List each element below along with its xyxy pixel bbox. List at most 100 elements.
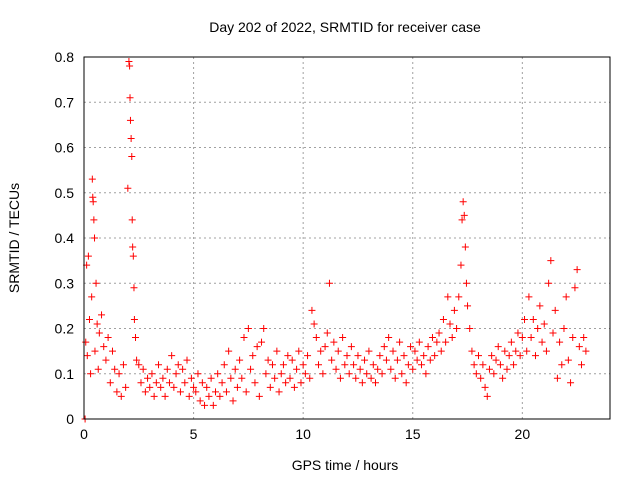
data-point — [214, 370, 222, 378]
data-point — [93, 320, 101, 328]
data-point — [343, 352, 351, 360]
data-point — [128, 216, 136, 224]
data-point — [293, 365, 301, 373]
data-point — [310, 320, 318, 328]
data-point — [361, 356, 369, 364]
data-point — [192, 388, 200, 396]
data-point — [531, 352, 539, 360]
y-tick-label: 0.1 — [55, 366, 75, 382]
plot-frame — [83, 56, 611, 420]
y-tick-label: 0.8 — [55, 49, 75, 65]
y-tick-label: 0 — [66, 411, 74, 427]
data-point — [222, 388, 230, 396]
data-point — [159, 374, 167, 382]
data-point — [396, 338, 404, 346]
data-point — [549, 329, 557, 337]
data-point — [83, 352, 91, 360]
data-point — [124, 184, 132, 192]
data-point — [312, 334, 320, 342]
y-tick-label: 0.2 — [55, 321, 75, 337]
data-point — [341, 361, 349, 369]
data-point — [168, 352, 176, 360]
data-point — [488, 352, 496, 360]
data-point — [275, 388, 283, 396]
data-point — [455, 293, 463, 301]
data-point — [297, 379, 305, 387]
data-point — [354, 352, 362, 360]
data-point — [98, 311, 106, 319]
x-tick-label: 20 — [515, 426, 531, 442]
data-point — [339, 334, 347, 342]
data-point — [304, 352, 312, 360]
data-point — [187, 374, 195, 382]
data-point — [472, 370, 480, 378]
data-point — [562, 293, 570, 301]
data-point — [264, 356, 272, 364]
y-axis-label: SRMTID / TECUs — [6, 183, 22, 293]
data-point — [501, 347, 509, 355]
data-point — [135, 361, 143, 369]
data-point — [225, 347, 233, 355]
data-point — [435, 329, 443, 337]
data-point — [479, 361, 487, 369]
data-point — [389, 347, 397, 355]
data-point — [91, 234, 99, 242]
data-point — [126, 94, 134, 102]
data-point — [490, 370, 498, 378]
data-point — [115, 370, 123, 378]
data-point — [545, 279, 553, 287]
data-point — [363, 370, 371, 378]
data-point — [556, 338, 564, 346]
data-point — [102, 356, 110, 364]
chart-title: Day 202 of 2022, SRMTID for receiver cas… — [209, 19, 481, 35]
data-point — [505, 352, 513, 360]
data-point — [369, 361, 377, 369]
data-point — [227, 374, 235, 382]
data-point — [328, 356, 336, 364]
data-point — [146, 383, 154, 391]
data-point — [571, 284, 579, 292]
data-point — [183, 356, 191, 364]
data-point — [100, 343, 108, 351]
data-point — [512, 347, 520, 355]
data-point — [580, 334, 588, 342]
data-point — [321, 343, 329, 351]
data-point — [174, 361, 182, 369]
y-tick-label: 0.6 — [55, 140, 75, 156]
data-point — [126, 62, 134, 70]
data-point — [334, 347, 342, 355]
data-point — [130, 315, 138, 323]
data-point — [240, 334, 248, 342]
data-point — [266, 383, 274, 391]
data-point — [560, 325, 568, 332]
data-point — [91, 347, 99, 355]
data-point — [382, 356, 390, 364]
data-point — [244, 325, 252, 332]
data-point — [209, 401, 217, 409]
data-point — [575, 343, 583, 351]
data-point — [165, 379, 173, 387]
data-point — [201, 401, 209, 409]
data-point — [268, 361, 276, 369]
data-point — [284, 352, 292, 360]
data-point — [157, 383, 165, 391]
data-point — [437, 347, 445, 355]
data-point — [350, 361, 358, 369]
data-point — [514, 329, 522, 337]
data-point — [564, 356, 572, 364]
data-point — [582, 347, 590, 355]
data-point — [129, 252, 137, 260]
data-point — [330, 338, 338, 346]
data-point — [367, 374, 375, 382]
data-point — [323, 329, 331, 337]
data-point — [409, 365, 417, 373]
data-point — [207, 374, 215, 382]
data-point — [458, 216, 466, 224]
data-point — [113, 388, 121, 396]
data-point — [525, 293, 533, 301]
data-point — [170, 383, 178, 391]
data-point — [461, 243, 469, 251]
x-axis-label: GPS time / hours — [292, 457, 399, 473]
data-point — [553, 374, 561, 382]
